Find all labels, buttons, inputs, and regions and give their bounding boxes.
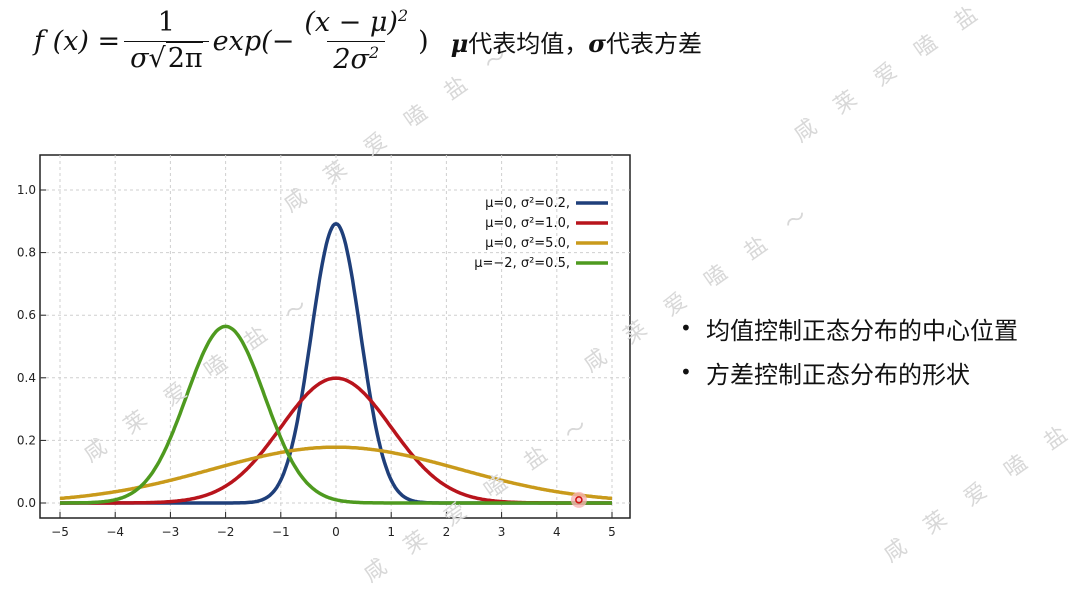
x-tick-label: −3 xyxy=(162,525,180,539)
plot-frame xyxy=(39,154,631,519)
legend-label: μ=0, σ²=1.0, xyxy=(485,216,570,231)
note-mu: μ xyxy=(450,28,469,58)
formula-sqrt: 2π xyxy=(165,41,203,74)
formula-exponent-fraction: (x − μ)2 2σ2 xyxy=(298,6,414,75)
normal-distribution-chart: −5 −4 −3 −2 −1 0 1 2 3 4 5 0.0 0.2 0.4 0.6 0.8 1.0 μ=0, σ… xyxy=(17,154,631,539)
series-line xyxy=(60,324,612,505)
y-tick-label: 0.4 xyxy=(17,371,36,385)
exponent-denominator: 2σ2 xyxy=(327,40,386,75)
bullet-dot: • xyxy=(680,360,692,384)
series-line xyxy=(59,445,613,501)
y-tick-label: 0.8 xyxy=(17,246,36,260)
bullet-item: • 方差控制正态分布的形状 xyxy=(680,350,1018,394)
x-tick-label: 3 xyxy=(498,525,506,539)
y-tick-label: 0.6 xyxy=(17,308,36,322)
x-tick-label: −4 xyxy=(106,525,124,539)
bullet-text-variance: 方差控制正态分布的形状 xyxy=(706,360,970,389)
formula-note: μ代表均值，σ代表方差 xyxy=(451,24,702,59)
legend-label: μ=0, σ²=5.0, xyxy=(485,236,570,251)
x-tick-label: −5 xyxy=(51,525,69,539)
bullet-text-mean: 均值控制正态分布的中心位置 xyxy=(706,316,1018,345)
formula-sigma: σ xyxy=(130,42,149,74)
bullet-list: • 均值控制正态分布的中心位置 • 方差控制正态分布的形状 xyxy=(680,306,1018,394)
sqrt-sign: √ xyxy=(148,42,166,74)
bullet-dot: • xyxy=(680,316,692,340)
note-sigma: σ xyxy=(588,28,606,58)
exponent-denominator-sup: 2 xyxy=(368,42,380,62)
cursor-highlight xyxy=(570,491,587,508)
bullet-item: • 均值控制正态分布的中心位置 xyxy=(680,306,1018,350)
y-tick-label: 0.2 xyxy=(17,433,36,447)
x-tick-label: 2 xyxy=(443,525,451,539)
x-tick-label: 5 xyxy=(608,525,616,539)
formula-close: ) xyxy=(418,25,429,57)
y-tick-label: 1.0 xyxy=(17,183,36,197)
x-tick-label: 4 xyxy=(553,525,561,539)
legend-label: μ=−2, σ²=0.5, xyxy=(474,256,570,271)
formula-exp: exp(− xyxy=(212,25,295,57)
exponent-denominator-text: 2σ xyxy=(333,43,369,75)
note-mu-text: 代表均值， xyxy=(468,29,589,58)
exponent-numerator-sup: 2 xyxy=(397,6,409,26)
exponent-numerator: (x − μ)2 xyxy=(298,6,414,40)
formula-lhs: f (x) = xyxy=(34,25,121,57)
x-tick-label: −1 xyxy=(272,525,290,539)
watermark: 咸 莱 爱 嗑 盐 ～ xyxy=(879,388,1084,568)
y-tick-label: 0.0 xyxy=(17,496,36,510)
formula-fraction: 1 σ√2π xyxy=(124,7,209,74)
cursor-dot xyxy=(575,496,583,504)
legend-label: μ=0, σ²=0.2, xyxy=(485,196,570,211)
note-sigma-text: 代表方差 xyxy=(605,29,702,58)
exponent-numerator-text: (x − μ) xyxy=(304,7,398,39)
formula-denominator: σ√2π xyxy=(124,40,209,74)
x-tick-label: 1 xyxy=(387,525,395,539)
formula: f (x) = 1 σ√2π exp(− (x − μ)2 2σ2 ) μ代表均… xyxy=(34,0,794,82)
x-tick-label: 0 xyxy=(332,525,340,539)
watermark: 咸 莱 爱 嗑 盐 ～ xyxy=(789,0,1031,148)
x-tick-label: −2 xyxy=(217,525,235,539)
formula-numerator: 1 xyxy=(157,7,175,39)
